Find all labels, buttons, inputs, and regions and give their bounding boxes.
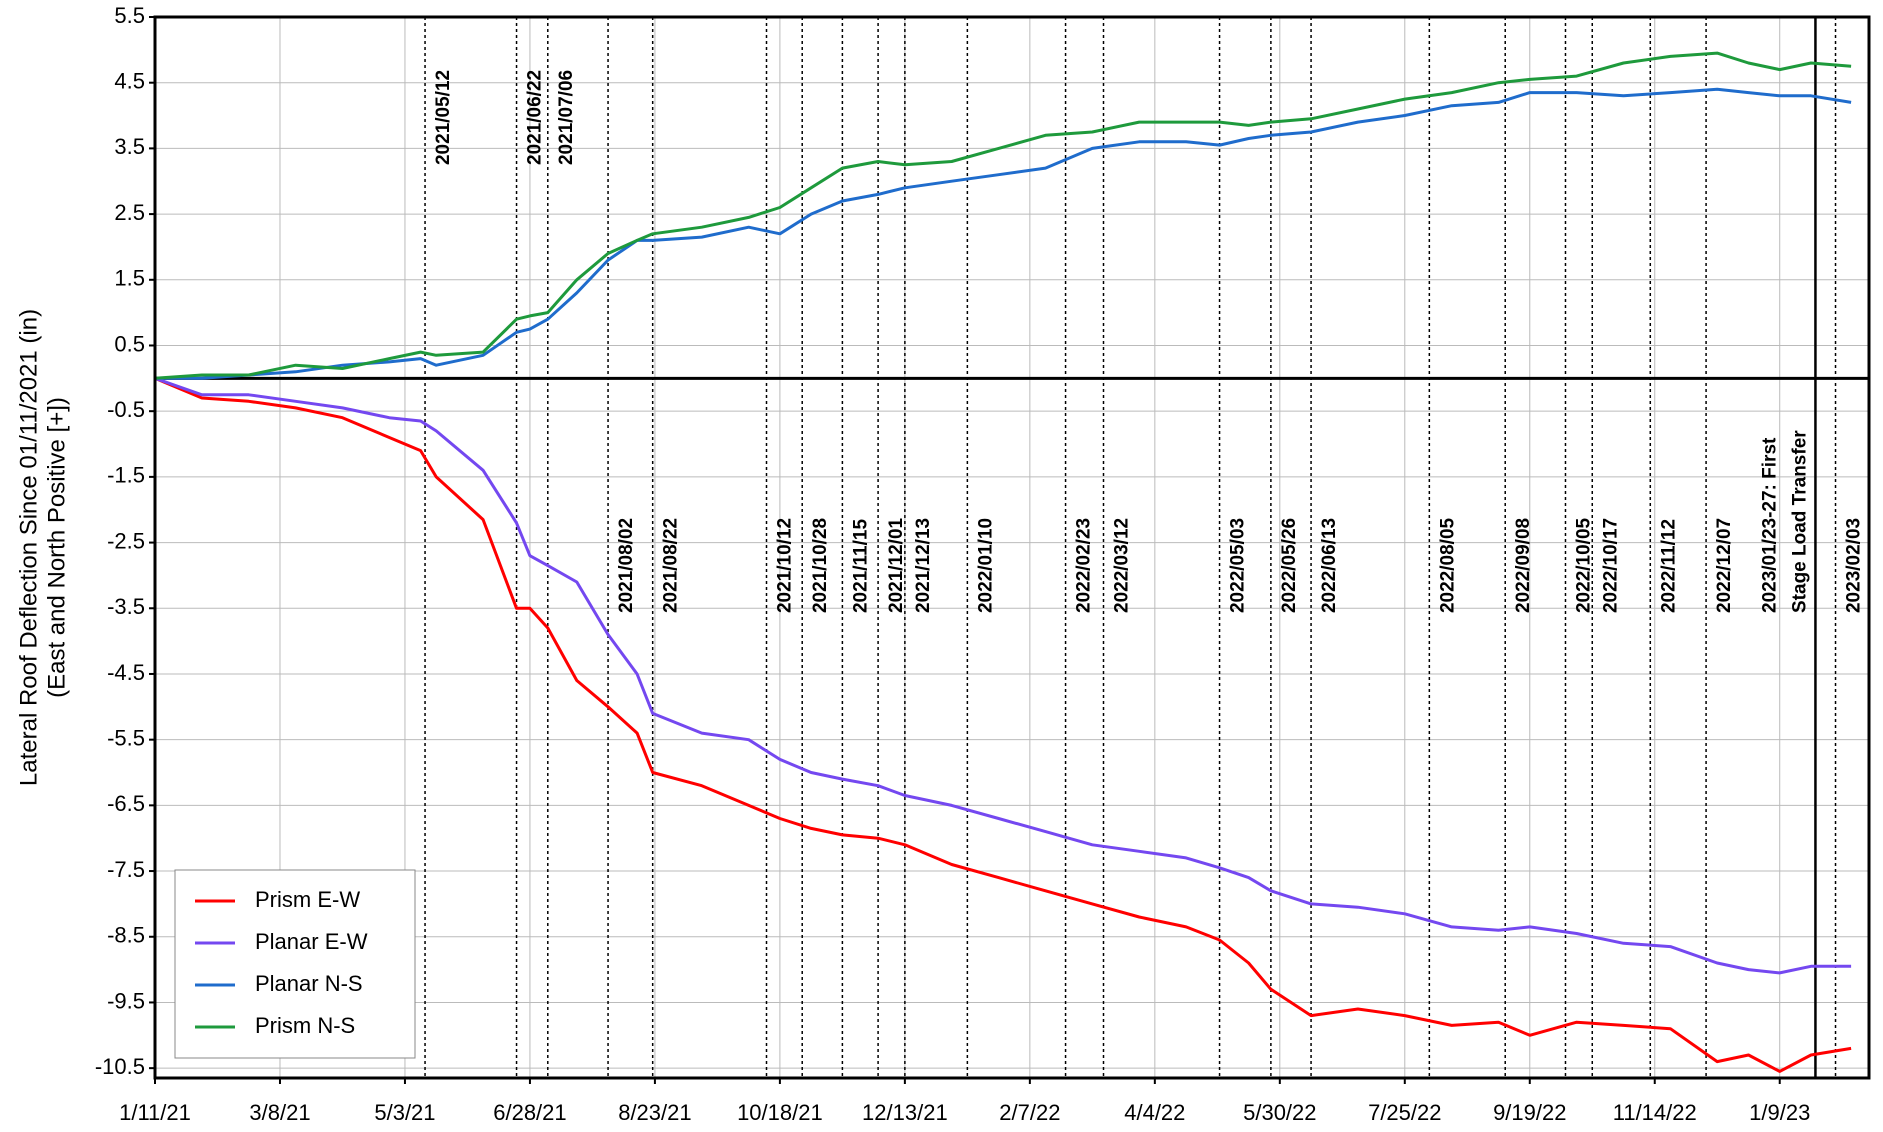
event-label: 2021/06/22 [525,70,546,165]
x-tick-label: 1/11/21 [119,1100,191,1125]
event-label: 2021/07/06 [556,70,577,165]
x-tick-label: 1/9/23 [1749,1100,1810,1125]
legend-label: Prism N-S [255,1013,355,1038]
x-tick-label: 2/7/22 [999,1100,1060,1125]
y-tick-label: -3.5 [107,594,145,619]
y-tick-label: -10.5 [95,1054,145,1079]
event-label: 2021/08/02 [616,518,637,613]
event-label: 2021/08/22 [661,518,682,613]
event-label: 2022/10/17 [1600,518,1621,613]
x-tick-label: 11/14/22 [1613,1100,1697,1125]
legend-label: Planar E-W [255,929,368,954]
y-tick-label: 0.5 [114,331,145,356]
y-tick-label: -2.5 [107,528,145,553]
series-line [154,376,1852,975]
event-label: 2022/02/23 [1074,518,1095,613]
y-axis-title: Lateral Roof Deflection Since 01/11/2021… [15,309,42,786]
x-tick-label: 12/13/21 [862,1100,948,1125]
event-label: 2023/02/03 [1844,518,1865,613]
event-label: 2022/05/26 [1279,518,1300,613]
event-label: 2022/06/13 [1319,518,1340,613]
event-label: 2022/10/05 [1573,517,1594,613]
series-line [154,376,1852,1073]
x-tick-label: 5/30/22 [1243,1100,1316,1125]
y-tick-label: -8.5 [107,923,145,948]
x-tick-label: 10/18/21 [737,1100,823,1125]
y-tick-label: 2.5 [114,200,145,225]
event-label: 2022/03/12 [1112,518,1133,613]
y-tick-label: 4.5 [114,69,145,94]
x-tick-label: 3/8/21 [249,1100,310,1125]
y-tick-label: -5.5 [107,725,145,750]
milestone-label: 2023/01/23-27: First [1759,437,1780,613]
event-label: 2021/11/15 [850,519,871,613]
y-tick-label: 5.5 [114,3,145,28]
y-tick-label: -7.5 [107,857,145,882]
x-tick-label: 7/25/22 [1368,1100,1441,1125]
plot-frame [153,15,1871,1080]
x-tick-label: 5/3/21 [374,1100,435,1125]
milestone-label: Stage Load Transfer [1789,430,1810,613]
y-tick-label: -0.5 [107,397,145,422]
event-label: 2022/12/07 [1714,518,1735,613]
legend-label: Prism E-W [255,887,360,912]
y-tick-label: 3.5 [114,134,145,159]
y-tick-label: -1.5 [107,463,145,488]
legend-label: Planar N-S [255,971,363,996]
y-tick-label: -9.5 [107,988,145,1013]
x-tick-label: 9/19/22 [1493,1100,1566,1125]
event-label: 2021/10/12 [775,518,796,613]
event-label: 2022/09/08 [1513,518,1534,613]
event-label: 2022/05/03 [1228,518,1249,613]
event-label: 2022/11/12 [1658,519,1679,613]
x-tick-label: 6/28/21 [493,1100,566,1125]
event-label: 2021/12/01 [886,517,907,613]
series-line [155,87,1852,380]
event-label: 2021/10/28 [810,518,831,613]
event-label: 2021/12/13 [913,518,934,613]
event-label: 2022/08/05 [1437,517,1458,613]
x-tick-label: 8/23/21 [618,1100,691,1125]
y-axis-title: (East and North Positive [+]) [43,397,70,698]
event-label: 2022/01/10 [975,518,996,613]
y-tick-label: -4.5 [107,660,145,685]
y-tick-label: 1.5 [114,266,145,291]
series-line [154,51,1852,380]
x-tick-label: 4/4/22 [1124,1100,1185,1125]
y-tick-label: -6.5 [107,791,145,816]
event-label: 2021/05/12 [433,70,454,165]
